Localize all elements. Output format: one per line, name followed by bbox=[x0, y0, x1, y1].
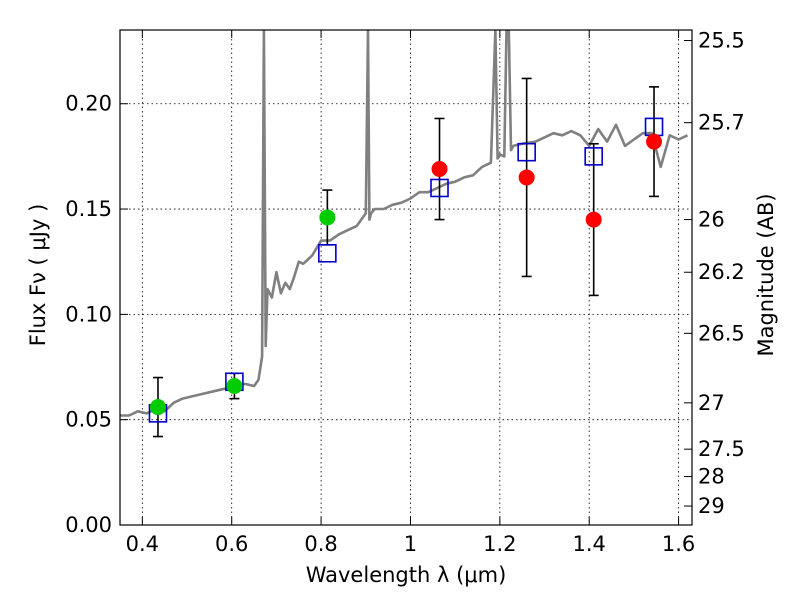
spectrum-line bbox=[120, 30, 689, 417]
mag-tick-label: 27.5 bbox=[698, 437, 745, 461]
y-tick-label: 0.00 bbox=[65, 513, 112, 537]
x-tick-label: 0.6 bbox=[215, 532, 248, 556]
mag-tick-label: 27 bbox=[698, 391, 725, 415]
x-tick-label: 1.2 bbox=[483, 532, 516, 556]
x-tick-label: 1.4 bbox=[573, 532, 606, 556]
detection-point bbox=[319, 209, 336, 226]
detection-point bbox=[646, 133, 663, 150]
x-tick-label: 0.4 bbox=[126, 532, 159, 556]
mag-tick-label: 26 bbox=[698, 208, 725, 232]
data-markers bbox=[148, 117, 664, 423]
y-tick-label: 0.20 bbox=[65, 92, 112, 116]
detection-point bbox=[585, 211, 602, 228]
x-tick-label: 1 bbox=[404, 532, 417, 556]
detection-point bbox=[518, 169, 535, 186]
grid-lines bbox=[120, 30, 692, 526]
model-square-point bbox=[517, 142, 536, 162]
x-tick-label: 0.8 bbox=[304, 532, 337, 556]
axis-ticks: 0.4 0.6 0.8 1 1.2 1.4 1.6 0.00 0.05 0.10 0.15 0.20 2… bbox=[65, 29, 745, 556]
detection-point bbox=[431, 161, 448, 178]
right-axis-title: Magnitude (AB) bbox=[754, 193, 778, 356]
x-axis-title: Wavelength λ (μm) bbox=[306, 563, 507, 587]
model-square-point bbox=[584, 147, 603, 166]
model-square-point bbox=[430, 178, 449, 198]
y-tick-label: 0.10 bbox=[65, 302, 112, 326]
plot-frame bbox=[119, 29, 693, 526]
spectrum-layer bbox=[120, 30, 689, 417]
y-tick-label: 0.05 bbox=[65, 408, 112, 432]
mag-tick-label: 26.5 bbox=[698, 321, 745, 345]
mag-tick-label: 28 bbox=[698, 465, 725, 489]
y-tick-label: 0.15 bbox=[65, 197, 112, 221]
mag-tick-label: 26.2 bbox=[698, 260, 745, 284]
y-axis-title: Flux Fν ( μJy ) bbox=[26, 204, 50, 347]
detection-point bbox=[226, 377, 243, 394]
model-square-point bbox=[318, 243, 337, 263]
x-tick-label: 1.6 bbox=[662, 532, 695, 556]
mag-tick-label: 25.5 bbox=[698, 29, 745, 53]
detection-point bbox=[149, 399, 166, 416]
mag-tick-label: 29 bbox=[698, 494, 725, 518]
mag-tick-label: 25.7 bbox=[698, 111, 745, 135]
